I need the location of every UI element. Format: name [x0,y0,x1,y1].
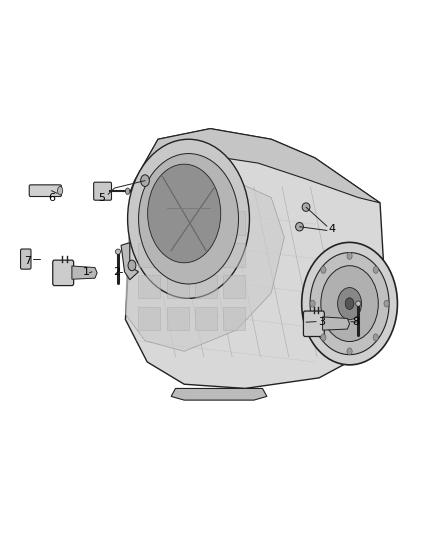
Polygon shape [322,317,350,330]
Ellipse shape [347,348,352,355]
Ellipse shape [373,334,378,341]
Polygon shape [72,266,97,279]
Ellipse shape [125,188,130,195]
Ellipse shape [345,298,354,310]
FancyBboxPatch shape [167,307,188,330]
Polygon shape [125,128,385,389]
FancyBboxPatch shape [223,212,245,235]
FancyBboxPatch shape [138,307,160,330]
Text: 8: 8 [353,317,360,327]
FancyBboxPatch shape [94,182,112,200]
Ellipse shape [116,249,120,254]
Ellipse shape [302,203,310,212]
Ellipse shape [57,187,63,195]
FancyBboxPatch shape [29,185,61,197]
FancyBboxPatch shape [195,275,217,298]
Ellipse shape [384,300,389,307]
FancyBboxPatch shape [167,275,188,298]
FancyBboxPatch shape [195,307,217,330]
FancyBboxPatch shape [138,243,160,266]
Text: 5: 5 [98,192,105,203]
Ellipse shape [347,253,352,260]
Ellipse shape [338,288,361,320]
Ellipse shape [321,334,326,341]
FancyBboxPatch shape [138,275,160,298]
FancyBboxPatch shape [53,260,74,286]
Text: 4: 4 [328,224,336,235]
Ellipse shape [128,260,136,271]
FancyBboxPatch shape [195,212,217,235]
Polygon shape [125,176,284,351]
Polygon shape [171,389,267,400]
FancyBboxPatch shape [167,212,188,235]
Ellipse shape [138,154,239,284]
Text: 6: 6 [48,192,55,203]
FancyBboxPatch shape [304,311,324,336]
Text: 2: 2 [113,267,120,277]
Ellipse shape [302,243,397,365]
FancyBboxPatch shape [21,249,31,269]
Polygon shape [121,243,138,280]
FancyBboxPatch shape [195,243,217,266]
Ellipse shape [373,266,378,273]
Ellipse shape [310,300,315,307]
Ellipse shape [321,266,378,342]
Text: 3: 3 [318,317,325,327]
Ellipse shape [310,253,389,354]
Polygon shape [130,128,380,203]
FancyBboxPatch shape [223,275,245,298]
Text: 1: 1 [83,267,90,277]
FancyBboxPatch shape [167,243,188,266]
FancyBboxPatch shape [138,212,160,235]
Ellipse shape [127,139,250,298]
Ellipse shape [321,266,326,273]
FancyBboxPatch shape [223,307,245,330]
FancyBboxPatch shape [223,243,245,266]
Ellipse shape [141,175,149,187]
Ellipse shape [148,164,221,263]
Text: 7: 7 [24,256,31,266]
Ellipse shape [356,301,361,306]
Ellipse shape [296,222,304,231]
